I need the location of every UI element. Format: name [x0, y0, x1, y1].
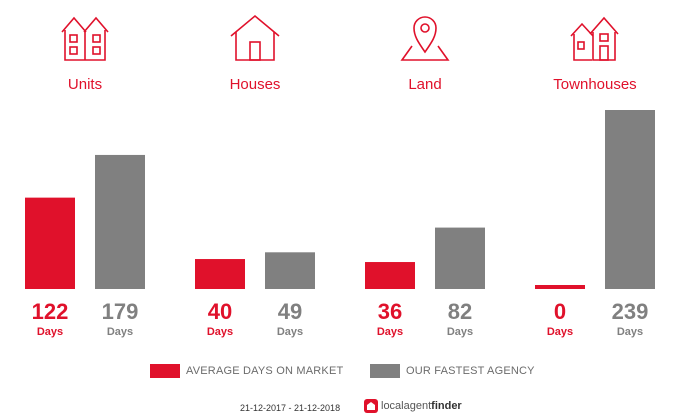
value-label-houses-average-days-on-market: 40 — [208, 299, 232, 324]
bar-houses-average-days-on-market — [195, 259, 245, 289]
unit-label-townhouses-average-days-on-market: Days — [547, 326, 573, 338]
value-label-units-our-fastest-agency: 179 — [102, 299, 139, 324]
bar-land-our-fastest-agency — [435, 227, 485, 289]
value-label-houses-our-fastest-agency: 49 — [278, 299, 302, 324]
bar-units-our-fastest-agency — [95, 154, 145, 289]
category-townhouses: Townhouses — [510, 0, 680, 100]
unit-label-units-average-days-on-market: Days — [37, 326, 63, 338]
category-label-houses: Houses — [229, 76, 281, 93]
land-pin-icon — [400, 16, 450, 61]
legend-label-average: AVERAGE DAYS ON MARKET — [186, 365, 344, 377]
bar-land-average-days-on-market — [365, 262, 415, 289]
date-range: 21-12-2017 - 21-12-2018 — [240, 403, 341, 413]
days-on-market-chart: 122 Days 179 Days 40 Days 49 Days 36 Days 82 Days 0 D… — [25, 110, 655, 338]
unit-label-units-our-fastest-agency: Days — [107, 326, 133, 338]
bar-townhouses-average-days-on-market — [535, 285, 585, 289]
bar-units-average-days-on-market — [25, 197, 75, 289]
unit-label-land-average-days-on-market: Days — [377, 326, 403, 338]
units-icon — [61, 16, 109, 61]
legend-swatch-fastest — [370, 364, 400, 378]
house-icon — [230, 14, 280, 61]
chart-legend: AVERAGE DAYS ON MARKET OUR FASTEST AGENC… — [0, 364, 700, 380]
brand-logo-icon — [364, 399, 378, 413]
legend-swatch-average — [150, 364, 180, 378]
bar-houses-our-fastest-agency — [265, 252, 315, 289]
category-land: Land — [340, 0, 510, 100]
unit-label-land-our-fastest-agency: Days — [447, 326, 473, 338]
value-label-units-average-days-on-market: 122 — [32, 299, 69, 324]
legend-label-fastest: OUR FASTEST AGENCY — [406, 365, 535, 377]
value-label-townhouses-average-days-on-market: 0 — [554, 299, 566, 324]
category-label-land: Land — [408, 76, 442, 93]
bar-townhouses-our-fastest-agency — [605, 110, 655, 289]
value-label-land-our-fastest-agency: 82 — [448, 299, 472, 324]
unit-label-townhouses-our-fastest-agency: Days — [617, 326, 643, 338]
unit-label-houses-our-fastest-agency: Days — [277, 326, 303, 338]
category-houses: Houses — [170, 0, 340, 100]
value-label-townhouses-our-fastest-agency: 239 — [612, 299, 649, 324]
brand-wordmark: localagentfinder — [381, 400, 462, 413]
value-label-land-average-days-on-market: 36 — [378, 299, 402, 324]
category-label-units: Units — [67, 76, 103, 93]
category-units: Units — [0, 0, 170, 100]
category-label-townhouses: Townhouses — [553, 76, 637, 93]
townhouses-icon — [570, 16, 619, 61]
brand-finder: finder — [431, 400, 462, 412]
unit-label-houses-average-days-on-market: Days — [207, 326, 233, 338]
brand-local: localagent — [381, 400, 432, 412]
